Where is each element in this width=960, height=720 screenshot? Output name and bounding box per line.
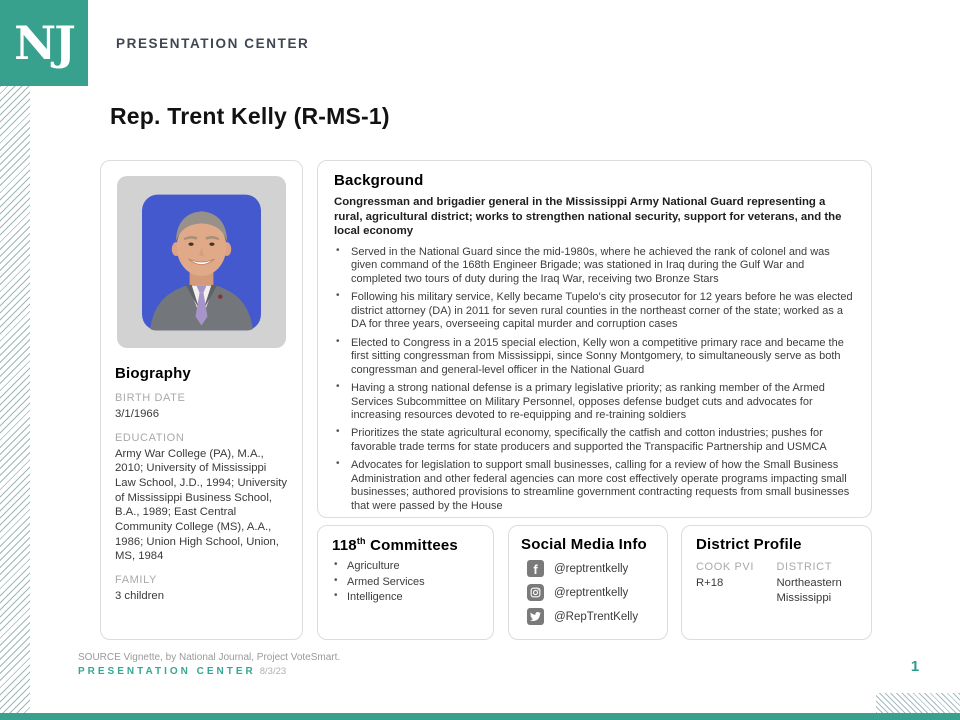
background-bullet: Having a strong national defense is a pr… [334,381,855,423]
left-hatch-decoration [0,86,30,713]
nj-logo-text: NJ [14,16,76,70]
cook-pvi-value: R+18 [696,577,724,589]
background-bullet-list: Served in the National Guard since the m… [334,245,855,517]
background-bullet: Prioritizes the state agricultural econo… [334,426,855,454]
family-value: 3 children [115,590,164,603]
social-media-card: Social Media Info f @reptrentkelly @rept… [508,525,668,640]
biography-heading: Biography [115,365,191,382]
background-heading: Background [334,172,424,189]
facebook-icon: f [527,560,544,577]
committees-heading-number: 118 [332,537,357,554]
bottom-right-hatch-decoration [876,693,960,713]
background-bullet: Following his military service, Kelly be… [334,290,855,332]
social-row-twitter: @RepTrentKelly [527,608,655,625]
nj-logo: NJ [0,0,88,86]
instagram-icon [527,584,544,601]
social-media-heading: Social Media Info [521,536,647,553]
footer-brand-line: PRESENTATION CENTER 8/3/23 [78,666,286,677]
district-profile-heading: District Profile [696,536,802,553]
birth-date-value: 3/1/1966 [115,408,159,420]
birth-date-label: BIRTH DATE [115,392,186,404]
social-row-instagram: @reptrentkelly [527,584,655,601]
district-label: DISTRICT [776,561,833,573]
twitter-icon [527,608,544,625]
cook-pvi-column: COOK PVI R+18 [696,559,777,605]
footer-source-line: SOURCE Vignette, by National Journal, Pr… [78,652,341,663]
district-column: DISTRICT Northeastern Mississippi [777,559,858,605]
background-summary: Congressman and brigadier general in the… [334,196,842,238]
education-label: EDUCATION [115,431,185,444]
bottom-teal-bar [0,713,960,720]
background-card: Background Congressman and brigadier gen… [317,160,872,518]
page-title: Rep. Trent Kelly (R-MS-1) [110,103,390,129]
social-row-facebook: f @reptrentkelly [527,560,655,577]
footer-brand-text: PRESENTATION CENTER [78,666,256,677]
background-bullet: Advocates for legislation to support sma… [334,458,855,514]
family-label: FAMILY [115,574,157,587]
committees-heading: 118th Committees [332,536,479,554]
committees-heading-rest: Committees [365,537,458,554]
committees-heading-sup: th [356,536,366,546]
twitter-handle: @RepTrentKelly [554,610,639,623]
district-value: Northeastern Mississippi [776,577,842,604]
committees-card: 118th Committees Agriculture Armed Servi… [317,525,494,640]
district-profile-card: District Profile COOK PVI R+18 DISTRICT … [681,525,872,640]
committees-list: Agriculture Armed Services Intelligence [332,559,479,605]
presentation-center-header: PRESENTATION CENTER [116,36,310,51]
cook-pvi-label: COOK PVI [696,561,754,573]
page-number: 1 [910,658,920,675]
biography-card: Biography BIRTH DATE 3/1/1966 EDUCATION … [100,160,303,640]
politician-portrait [142,194,261,330]
education-value: Army War College (PA), M.A., 2010; Unive… [115,447,288,563]
committee-item: Intelligence [332,590,479,605]
committee-item: Agriculture [332,559,479,574]
photo-backdrop [117,176,286,348]
facebook-handle: @reptrentkelly [554,562,629,575]
background-bullet: Elected to Congress in a 2015 special el… [334,336,855,378]
footer-date: 8/3/23 [259,666,287,677]
committee-item: Armed Services [332,575,479,590]
instagram-handle: @reptrentkelly [554,586,629,599]
background-bullet: Served in the National Guard since the m… [334,245,855,287]
